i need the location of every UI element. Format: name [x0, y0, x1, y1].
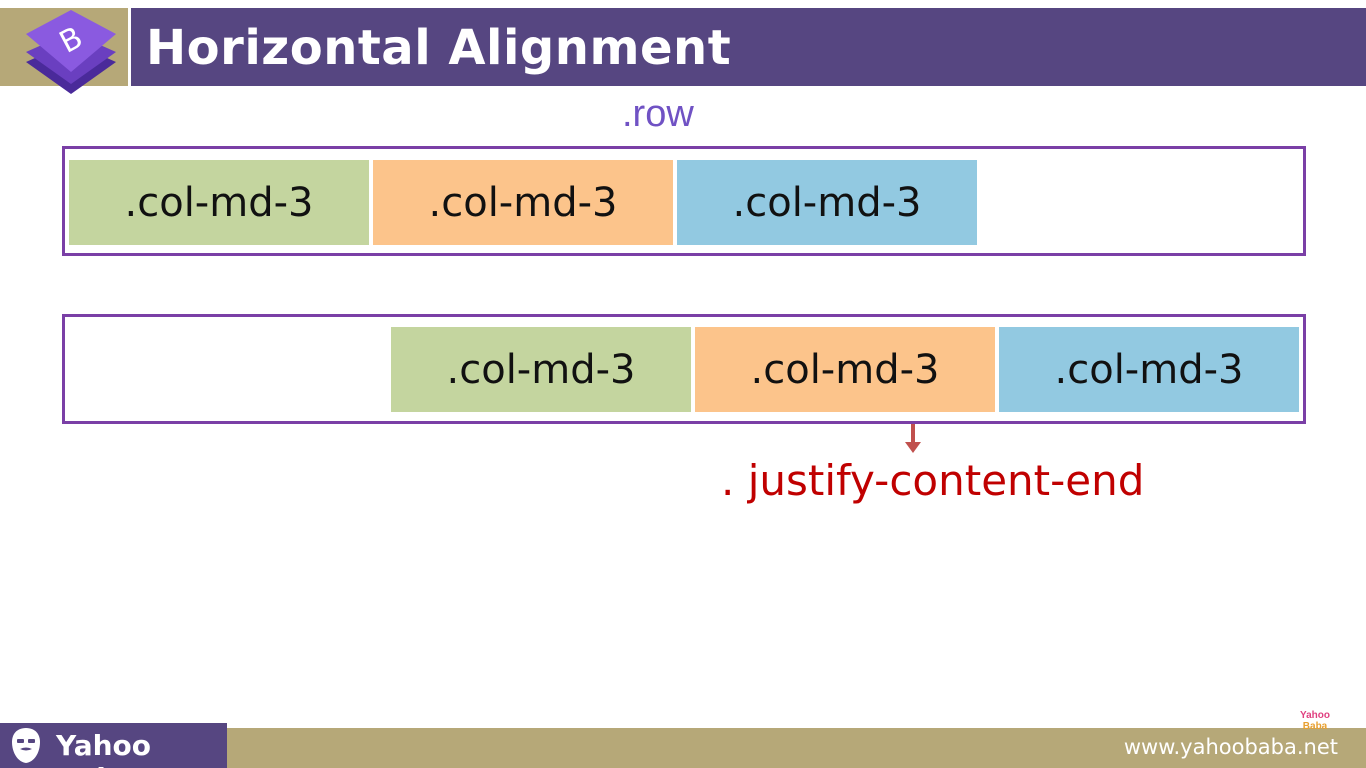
- column-3: .col-md-3: [677, 160, 977, 245]
- justify-content-annotation: . justify-content-end: [721, 456, 1145, 505]
- watermark-line-1: Yahoo: [1300, 710, 1331, 721]
- bearded-face-icon: [12, 728, 40, 763]
- footer-bar: [0, 728, 1366, 768]
- brand-name: Yahoo Baba: [56, 729, 152, 768]
- column-2: .col-md-3: [373, 160, 673, 245]
- watermark-logo: Yahoo Baba: [1300, 710, 1330, 732]
- watermark-line-2: Baba: [1302, 721, 1328, 732]
- website-url: www.yahoobaba.net: [1123, 735, 1338, 759]
- row-container-default: .col-md-3 .col-md-3 .col-md-3: [62, 146, 1306, 256]
- column-1: .col-md-3: [391, 327, 691, 412]
- arrow-head-icon: [905, 442, 921, 453]
- column-2: .col-md-3: [695, 327, 995, 412]
- brand-badge: Yahoo Baba: [0, 723, 227, 768]
- arrow-down-icon: [911, 424, 915, 444]
- row-label: .row: [622, 93, 694, 135]
- column-1: .col-md-3: [69, 160, 369, 245]
- bootstrap-logo-icon: B: [26, 10, 116, 94]
- header-bar: [131, 8, 1366, 86]
- column-3: .col-md-3: [999, 327, 1299, 412]
- row-container-justify-end: .col-md-3 .col-md-3 .col-md-3: [62, 314, 1306, 424]
- page-title: Horizontal Alignment: [146, 20, 732, 76]
